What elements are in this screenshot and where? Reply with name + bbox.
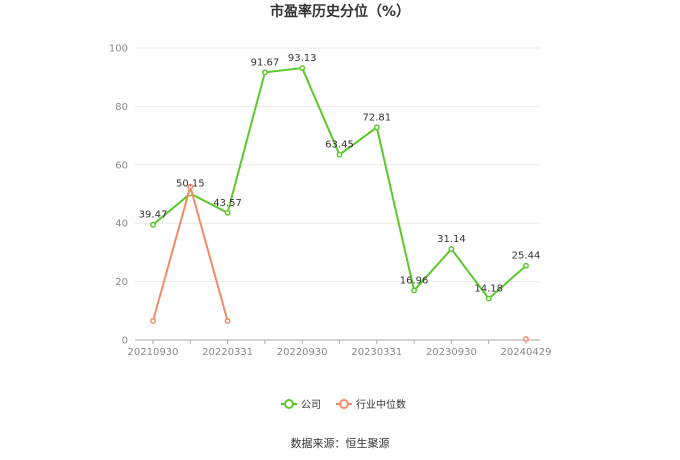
data-point[interactable] (411, 287, 418, 294)
x-tick-label: 20210930 (128, 347, 179, 358)
data-label: 14.18 (474, 284, 503, 295)
x-tick-label: 20240429 (501, 347, 552, 358)
y-tick-label: 40 (115, 219, 128, 230)
x-tick-label: 20230930 (426, 347, 477, 358)
data-point[interactable] (224, 209, 231, 216)
data-point[interactable] (336, 151, 343, 158)
x-tick-label: 20230331 (351, 347, 402, 358)
data-point[interactable] (523, 262, 529, 269)
data-point[interactable] (150, 221, 156, 228)
data-source-note: 数据来源：恒生聚源 (291, 436, 390, 450)
data-label: 72.81 (362, 112, 391, 123)
y-tick-label: 0 (122, 336, 128, 347)
y-tick-label: 60 (115, 160, 128, 171)
data-point[interactable] (187, 183, 194, 190)
series-company (150, 65, 529, 302)
data-label: 39.47 (139, 210, 168, 221)
series-line (152, 67, 527, 300)
y-tick-label: 80 (115, 102, 128, 113)
y-tick-label: 100 (109, 44, 128, 55)
data-point[interactable] (448, 246, 455, 253)
data-label: 63.45 (325, 140, 354, 151)
legend-marker-icon (339, 399, 349, 409)
grid-layer (135, 47, 540, 283)
data-point[interactable] (224, 318, 231, 324)
legend[interactable]: 公司 行业中位数 (281, 398, 406, 411)
data-point[interactable] (523, 336, 529, 343)
x-tick-label: 20220331 (202, 347, 253, 358)
data-point[interactable] (150, 318, 156, 324)
legend-marker-icon (284, 399, 294, 409)
data-label: 25.44 (512, 251, 541, 262)
legend-label: 公司 (301, 400, 321, 411)
data-label: 91.67 (251, 57, 280, 68)
series-industry-median (150, 183, 529, 343)
data-point[interactable] (485, 295, 492, 302)
series-layer (150, 65, 529, 343)
data-label: 31.14 (437, 234, 466, 245)
legend-item-company[interactable]: 公司 (281, 399, 321, 411)
axis-layer: 0 20 40 60 80 100 20210930 20220331 20220930 2023… (109, 44, 552, 359)
x-tick-label: 20220930 (277, 347, 328, 358)
legend-item-industry-median[interactable]: 行业中位数 (336, 398, 406, 411)
data-label-layer: 39.47 50.15 43.57 91.67 93.13 63.45 72.81 16.96… (139, 53, 541, 295)
chart-title: 市盈率历史分位（%） (270, 3, 410, 20)
data-point[interactable] (299, 65, 306, 72)
data-point[interactable] (373, 124, 380, 131)
data-point[interactable] (261, 69, 268, 76)
y-tick-label: 20 (115, 277, 128, 288)
data-label: 16.96 (400, 275, 429, 286)
data-label: 93.13 (288, 53, 317, 64)
data-label: 50.15 (176, 179, 205, 190)
data-label: 43.57 (213, 198, 242, 209)
legend-label: 行业中位数 (356, 398, 406, 411)
